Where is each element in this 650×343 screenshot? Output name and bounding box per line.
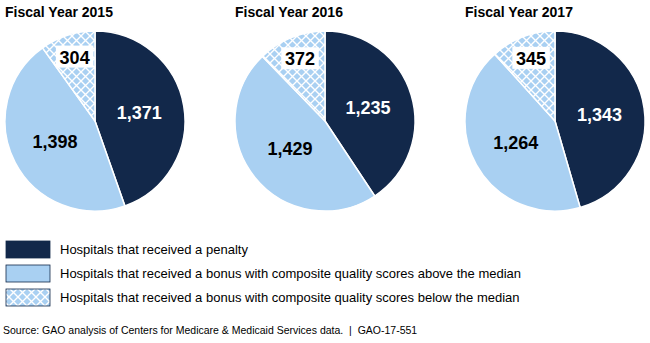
pie-title: Fiscal Year 2016: [235, 4, 343, 20]
legend-label: Hospitals that received a penalty: [60, 242, 248, 257]
legend-swatch: [6, 265, 50, 282]
pie: [5, 31, 185, 211]
chart: Fiscal Year 2015 1,371 1,398 304 Fiscal Year…: [0, 0, 650, 343]
pie: [235, 31, 415, 211]
pie-labels: 1,343 1,264 345: [493, 47, 622, 153]
pie-title: Fiscal Year 2015: [5, 4, 113, 20]
data-label: 345: [516, 49, 546, 69]
label-box: [281, 47, 319, 69]
pie-title: Fiscal Year 2017: [465, 4, 573, 20]
pie: [465, 31, 645, 211]
data-label: 1,371: [117, 103, 162, 123]
label-box: [56, 46, 93, 68]
pie-labels: 1,371 1,398 304: [33, 46, 162, 152]
pie-labels: 1,235 1,429 372: [267, 47, 390, 159]
legend: Hospitals that received a penalty Hospita…: [6, 241, 521, 306]
pie-slice: [495, 31, 555, 121]
legend-swatch: [6, 241, 50, 258]
data-label: 1,343: [577, 105, 622, 125]
legend-swatch: [6, 289, 50, 306]
data-label: 1,398: [33, 132, 78, 152]
label-box: [512, 47, 550, 69]
pie-slice: [43, 31, 95, 121]
data-label: 304: [60, 48, 90, 68]
source-note: Source: GAO analysis of Centers for Medi…: [3, 324, 417, 336]
pie-slice: [262, 31, 325, 121]
legend-label: Hospitals that received a bonus with com…: [60, 266, 521, 281]
data-label: 1,429: [267, 139, 312, 159]
legend-label: Hospitals that received a bonus with com…: [60, 290, 520, 305]
data-label: 1,235: [346, 98, 391, 118]
data-label: 372: [285, 49, 315, 69]
data-label: 1,264: [493, 133, 538, 153]
